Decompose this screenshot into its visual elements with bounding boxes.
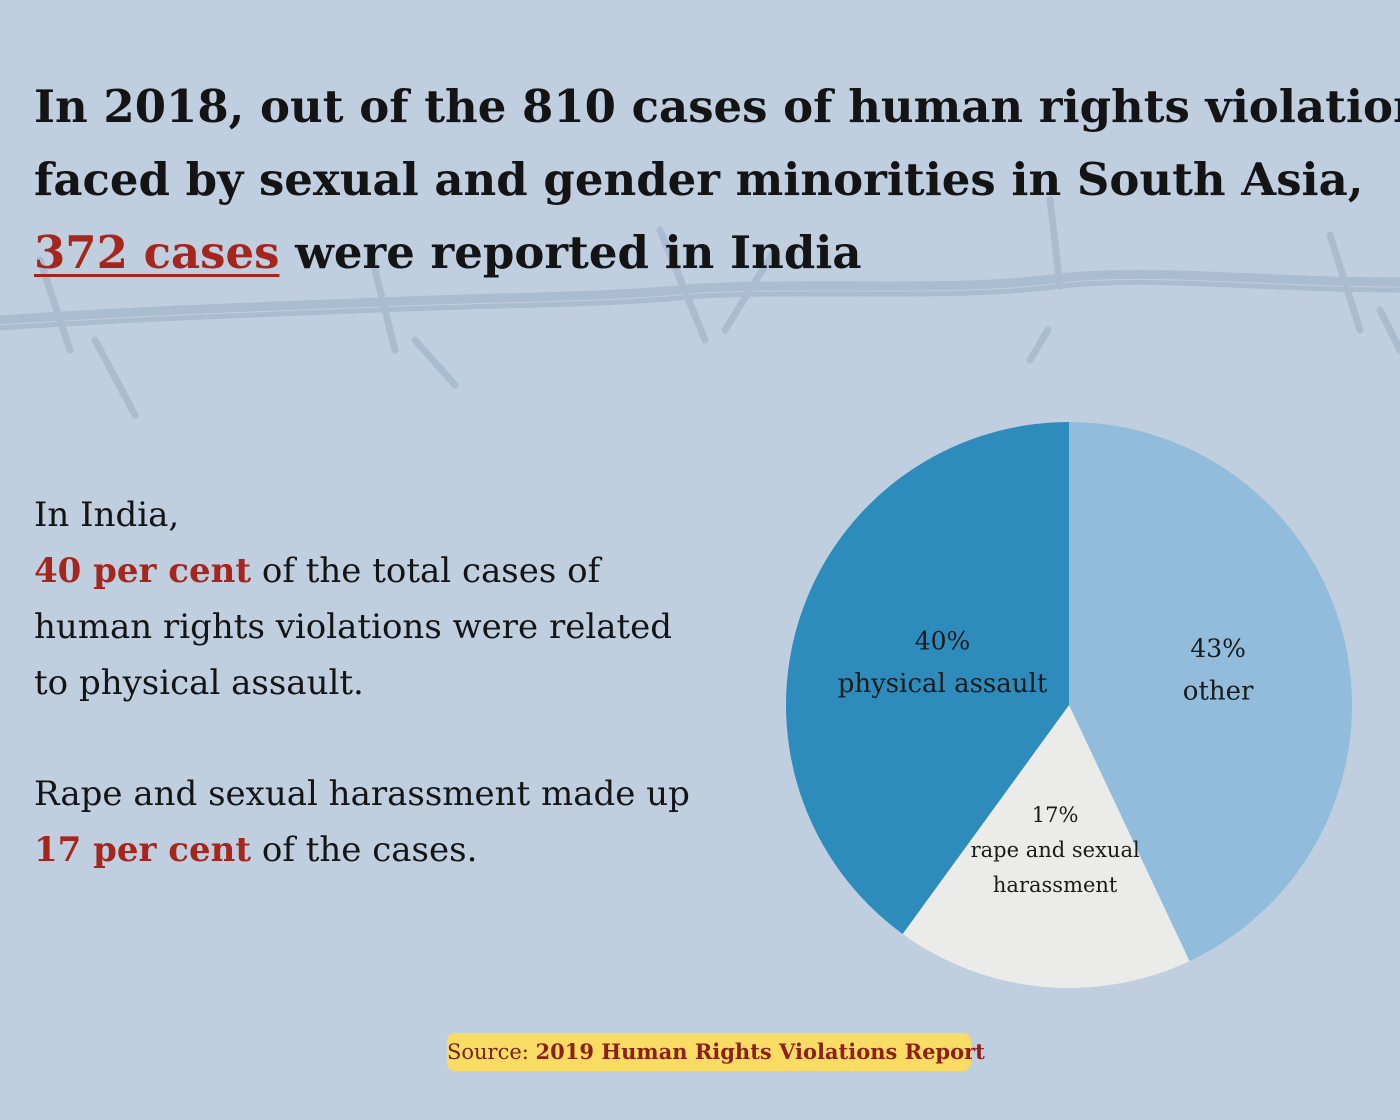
paragraph2-line-1: Rape and sexual harassment made up: [34, 774, 690, 814]
paragraph-sexual-harassment: Rape and sexual harassment made up 17 pe…: [34, 766, 754, 878]
pie-chart: 43% other 17% rape and sexual harassment 40% p…: [786, 422, 1352, 988]
pie-slice-physical-assault: [786, 422, 1069, 934]
paragraph2-text-after: of the cases.: [251, 830, 478, 870]
paragraph1-line-2: 40 per cent of the total cases of: [34, 543, 754, 599]
headline-line-2: faced by sexual and gender minorities in…: [34, 153, 1364, 206]
barbed-wire-decoration: [0, 196, 1400, 419]
paragraph1-highlight: 40 per cent: [34, 551, 252, 591]
paragraph1-line-3: human rights violations were related: [34, 607, 673, 647]
headline-highlight: 372 cases: [34, 226, 280, 279]
source-name: 2019 Human Rights Violations Report: [535, 1039, 985, 1064]
headline-line-3-rest: were reported in India: [279, 226, 862, 279]
headline: In 2018, out of the 810 cases of human r…: [34, 70, 1400, 289]
pie-label-percent-rape-and-sexual-harassment: 17%: [1032, 803, 1079, 827]
paragraph1-intro: In India,: [34, 495, 180, 535]
pie-label-text-other: other: [1183, 677, 1254, 707]
paragraph1-text-after: of the total cases of: [251, 551, 601, 591]
pie-label-percent-other: 43%: [1190, 634, 1246, 663]
pie-label-percent-physical-assault: 40%: [915, 626, 971, 655]
paragraph1-line-4: to physical assault.: [34, 663, 364, 703]
paragraph2-highlight: 17 per cent: [34, 830, 252, 870]
headline-line-3: 372 cases were reported in India: [34, 216, 1374, 289]
source-prefix: Source:: [447, 1040, 536, 1064]
pie-label-text-rape-and-sexual-harassment: rape and sexual: [971, 838, 1140, 862]
pie-slice-other: [1069, 422, 1352, 962]
pie-label-text-rape-and-sexual-harassment: harassment: [993, 873, 1118, 897]
paragraph-physical-assault: In India, 40 per cent of the total cases…: [34, 487, 754, 711]
headline-line-1: In 2018, out of the 810 cases of human r…: [34, 80, 1400, 133]
source-badge: Source: 2019 Human Rights Violations Rep…: [447, 1033, 985, 1071]
paragraph2-line-2: 17 per cent of the cases.: [34, 822, 754, 878]
pie-label-text-physical-assault: physical assault: [838, 669, 1048, 699]
pie-slice-rape-and-sexual-harassment: [902, 705, 1190, 988]
